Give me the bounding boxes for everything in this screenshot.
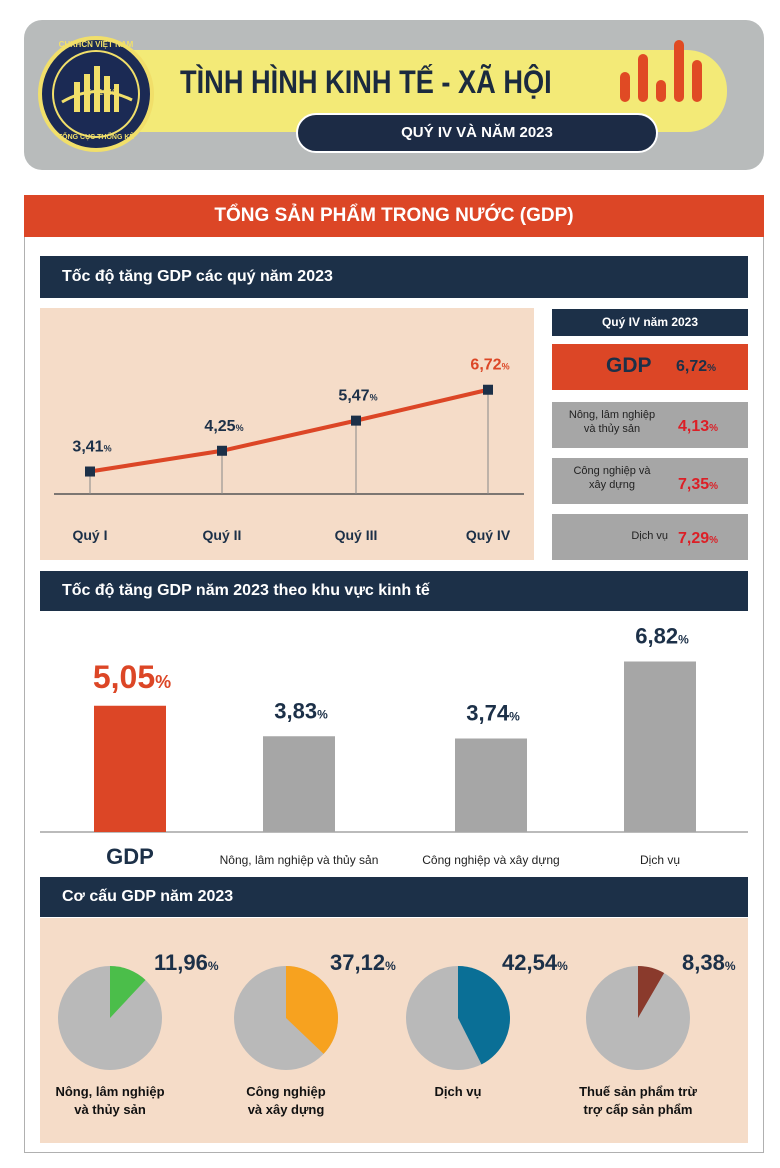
logo-text-top: CHXHCN VIỆT NAM (58, 40, 134, 49)
line-point-4 (483, 384, 493, 395)
bar-chart-icon (620, 32, 716, 102)
chart1-panel: 3,41% Quý I 4,25% Quý II 5,47% Quý III 6,72% Qu… (40, 308, 534, 560)
gdp-structure-pies: 11,96% Nông, lâm nghiệp và thủy sản 37,12% C… (55, 950, 736, 1117)
pie-value-label-4: 8,38% (682, 950, 736, 975)
pie-category-label-1-1: Nông, lâm nghiệp (55, 1084, 164, 1099)
side-industry-value: 7,35% (678, 476, 719, 493)
side-industry-label: Công nghiệp và xây dựng (573, 465, 651, 491)
x-tick-label-1: Quý I (72, 527, 107, 543)
bar-value-label-2: 3,83% (274, 698, 328, 723)
pie-value-label-3: 42,54% (502, 950, 568, 975)
line-value-label-1: 3,41% (72, 439, 111, 456)
side-gdp-box: GDP 6,72% (552, 344, 748, 390)
bar-1 (94, 705, 166, 832)
pie-category-label-3-1: Dịch vụ (435, 1084, 482, 1099)
pie-category-label-2-2: và xây dựng (248, 1102, 325, 1117)
pie-slice-4 (638, 966, 665, 1018)
bar-category-label-4: Dịch vụ (640, 853, 680, 867)
section-title: TỔNG SẢN PHẨM TRONG NƯỚC (GDP) (24, 195, 764, 237)
page-subtitle: QUÝ IV VÀ NĂM 2023 (296, 113, 658, 153)
pie-category-label-1-2: và thủy sản (74, 1102, 146, 1117)
logo-skyline-icon (61, 66, 133, 112)
line-value-label-2: 4,25% (204, 418, 243, 435)
pie-category-label-2-1: Công nghiệp (246, 1084, 325, 1099)
pie-slice-2 (286, 966, 338, 1054)
chart2-title: Tốc độ tăng GDP năm 2023 theo khu vực ki… (40, 571, 748, 611)
side-service-label: Dịch vụ (631, 530, 668, 542)
chart3-title: Cơ cấu GDP năm 2023 (40, 877, 748, 917)
side-industry-box: Công nghiệp và xây dựng 7,35% (552, 458, 748, 504)
logo-inner-ring (52, 50, 140, 138)
side-gdp-label: GDP (606, 354, 652, 377)
pie-slice-1 (110, 966, 146, 1018)
gdp-series-line (89, 387, 489, 474)
x-tick-label-3: Quý III (335, 527, 378, 543)
page-title: TÌNH HÌNH KINH TẾ - XÃ HỘI (180, 64, 552, 100)
line-value-label-4: 6,72% (470, 357, 509, 374)
bar-value-label-3: 3,74% (466, 701, 520, 726)
side-agri-value: 4,13% (678, 418, 719, 435)
line-value-label-3: 5,47% (338, 388, 377, 405)
x-tick-label-4: Quý IV (466, 527, 511, 543)
chart3-panel: 11,96% Nông, lâm nghiệp và thủy sản 37,12% C… (40, 918, 748, 1143)
side-agri-label: Nông, lâm nghiệp và thủy sản (568, 409, 656, 435)
sector-bar-chart: 5,05% GDP 3,83% Nông, lâm nghiệp và thủy sả… (40, 624, 748, 869)
side-service-value: 7,29% (678, 530, 719, 547)
pie-category-label-4-1: Thuế sản phẩm trừ (579, 1084, 697, 1099)
side-gdp-value: 6,72% (676, 358, 717, 375)
quarterly-line-chart: 3,41% Quý I 4,25% Quý II 5,47% Quý III 6,72% Qu… (54, 357, 524, 543)
logo-text-mid: 6 - 5 - 1946 (75, 88, 117, 97)
chart1-title: Tốc độ tăng GDP các quý năm 2023 (40, 256, 748, 298)
pie-category-label-4-2: trợ cấp sản phẩm (584, 1102, 693, 1117)
side-agri-box: Nông, lâm nghiệp và thủy sản 4,13% (552, 402, 748, 448)
bar-category-label-3: Công nghiệp và xây dựng (422, 853, 559, 867)
side-service-box: Dịch vụ 7,29% (552, 514, 748, 560)
line-point-3 (351, 415, 361, 426)
bar-3 (455, 738, 527, 832)
line-point-2 (217, 445, 227, 456)
bar-category-label-1: GDP (106, 844, 154, 869)
bar-value-label-4: 6,82% (635, 624, 689, 649)
bar-category-label-2: Nông, lâm nghiệp và thủy sản (220, 853, 379, 867)
line-point-1 (85, 466, 95, 477)
pie-value-label-1: 11,96% (154, 950, 219, 975)
side-panel-title: Quý IV năm 2023 (552, 309, 748, 336)
pie-value-label-2: 37,12% (330, 950, 396, 975)
pie-slice-3 (458, 966, 511, 1065)
bar-value-label-1: 5,05% (93, 659, 171, 695)
bar-2 (263, 736, 335, 832)
logo-text-bottom: TỔNG CỤC THỐNG KÊ (57, 134, 135, 141)
x-tick-label-2: Quý II (203, 527, 242, 543)
bar-4 (624, 661, 696, 832)
